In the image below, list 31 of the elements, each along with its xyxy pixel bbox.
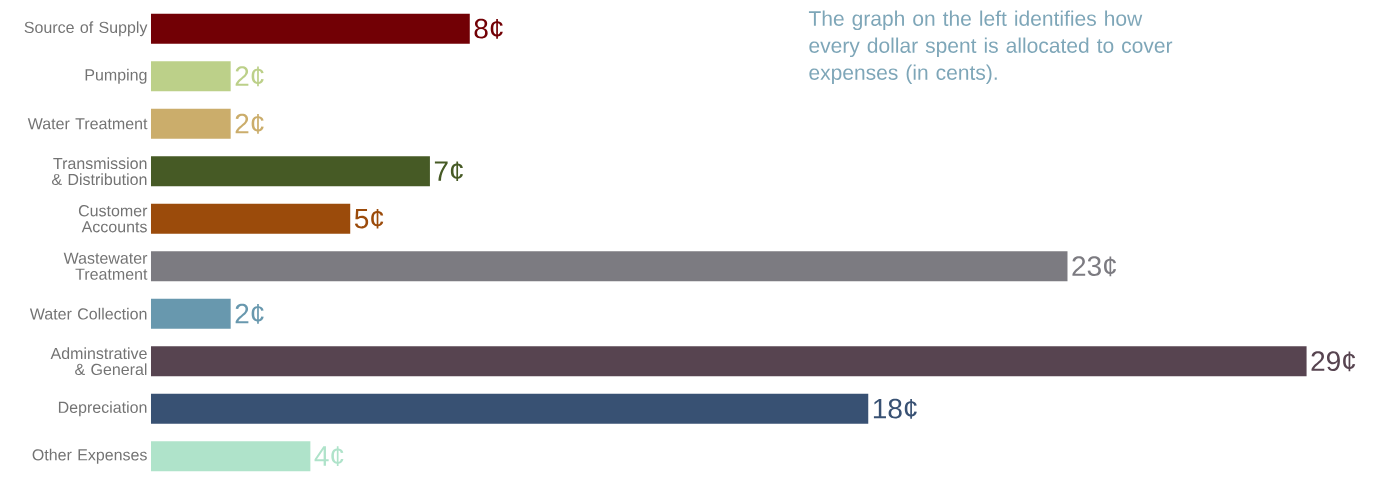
data-label: 5¢ [354,208,384,229]
data-label: 2¢ [235,303,264,324]
bar [150,393,869,424]
annotation: The graph on the left identifies how every dollar spent is allocated to cover expenses (in cents). [808,10,1173,85]
data-label: 2¢ [235,66,264,87]
data-label: 2¢ [235,113,264,134]
y-tick-label: Water Collection [29,307,147,320]
y-tick-label: Other Expenses [32,448,147,464]
bar [150,108,231,139]
data-label: 8¢ [474,18,503,39]
bar [150,61,231,92]
y-tick-label: Transmission & Distribution [51,157,147,186]
data-label: 7¢ [434,161,463,182]
bar [150,13,470,44]
y-tick-label: Depreciation [58,401,147,417]
data-label: 29¢ [1311,351,1356,372]
data-label: 4¢ [314,446,344,467]
y-tick-label: Wastewater Treatment [63,252,148,280]
bar [150,203,351,234]
bar [150,251,1068,282]
y-tick-label: Pumping [85,68,147,84]
bar [150,441,311,472]
bar [150,156,430,187]
y-tick-label: Water Treatment [27,118,148,130]
y-tick-label: Customer Accounts [78,205,148,233]
y-tick-label: Adminstrative & General [50,347,147,376]
bar [150,298,231,329]
data-label: 23¢ [1072,256,1117,277]
y-tick-label: Source of Supply [24,21,148,37]
bar [150,346,1307,377]
data-label: 18¢ [873,398,917,419]
